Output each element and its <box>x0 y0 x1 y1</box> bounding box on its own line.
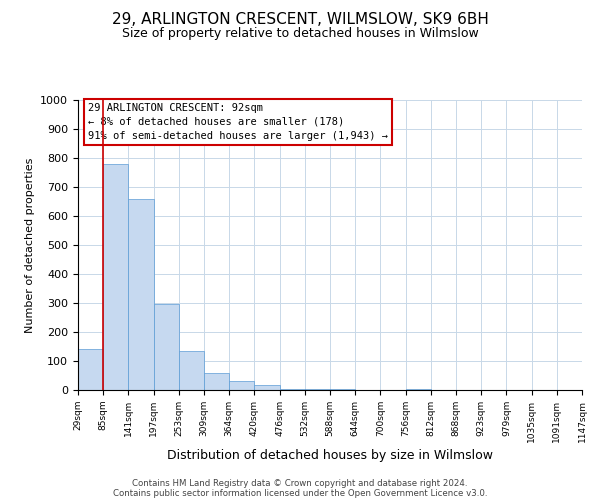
Bar <box>305 389 330 390</box>
Text: Size of property relative to detached houses in Wilmslow: Size of property relative to detached ho… <box>122 28 478 40</box>
Bar <box>78 350 103 390</box>
X-axis label: Distribution of detached houses by size in Wilmslow: Distribution of detached houses by size … <box>167 449 493 462</box>
Text: Contains public sector information licensed under the Open Government Licence v3: Contains public sector information licen… <box>113 488 487 498</box>
Bar <box>204 374 229 390</box>
Text: 29, ARLINGTON CRESCENT, WILMSLOW, SK9 6BH: 29, ARLINGTON CRESCENT, WILMSLOW, SK9 6B… <box>112 12 488 28</box>
Bar <box>229 380 254 390</box>
Bar <box>103 164 128 390</box>
Bar <box>128 198 154 390</box>
Bar <box>254 385 280 390</box>
Bar <box>154 304 179 390</box>
Bar <box>280 388 305 390</box>
Y-axis label: Number of detached properties: Number of detached properties <box>25 158 35 332</box>
Text: Contains HM Land Registry data © Crown copyright and database right 2024.: Contains HM Land Registry data © Crown c… <box>132 478 468 488</box>
Bar <box>179 351 204 390</box>
Text: 29 ARLINGTON CRESCENT: 92sqm
← 8% of detached houses are smaller (178)
91% of se: 29 ARLINGTON CRESCENT: 92sqm ← 8% of det… <box>88 103 388 141</box>
